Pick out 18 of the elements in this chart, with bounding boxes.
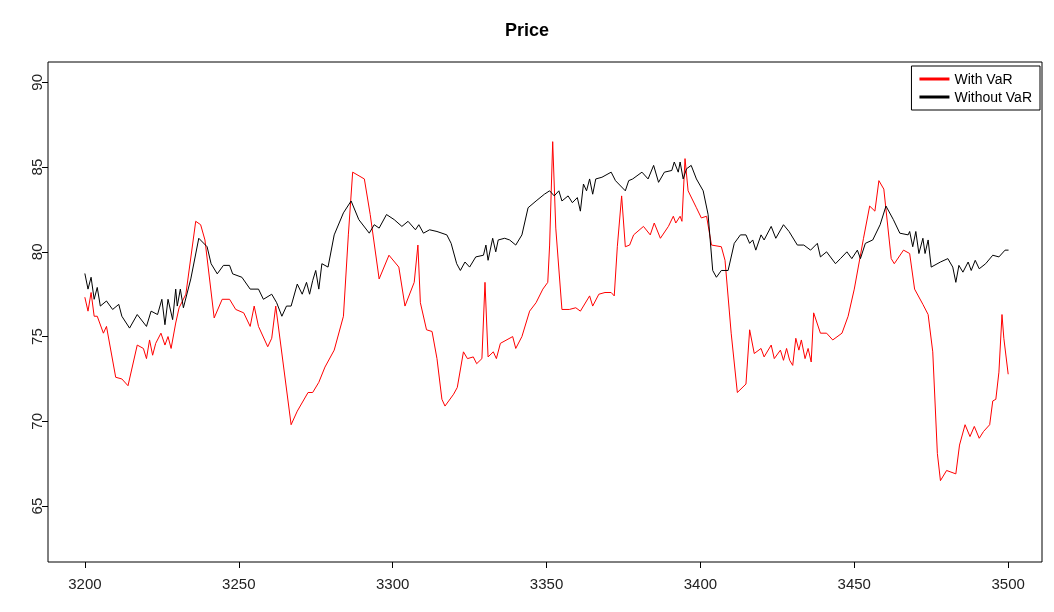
y-tick-label: 65 <box>27 497 45 515</box>
x-tick-label: 3400 <box>683 575 718 592</box>
y-tick-label: 85 <box>27 158 45 176</box>
chart-title: Price <box>504 20 550 40</box>
line-series <box>84 141 1009 482</box>
x-tick-label: 3350 <box>529 575 564 592</box>
x-tick-label: 3500 <box>991 575 1025 592</box>
y-tick-label: 70 <box>27 412 45 430</box>
x-tick-label: 3300 <box>375 575 410 592</box>
y-tick-label: 80 <box>27 243 45 261</box>
y-tick-label: 75 <box>27 328 45 345</box>
x-tick-label: 3250 <box>222 575 256 592</box>
legend-label: With VaR <box>954 71 1013 87</box>
legend-label: Without VaR <box>954 89 1032 105</box>
x-tick-label: 3450 <box>837 575 871 592</box>
y-tick-label: 90 <box>27 74 45 91</box>
line-series <box>84 161 1009 329</box>
x-tick-label: 3200 <box>68 575 102 592</box>
